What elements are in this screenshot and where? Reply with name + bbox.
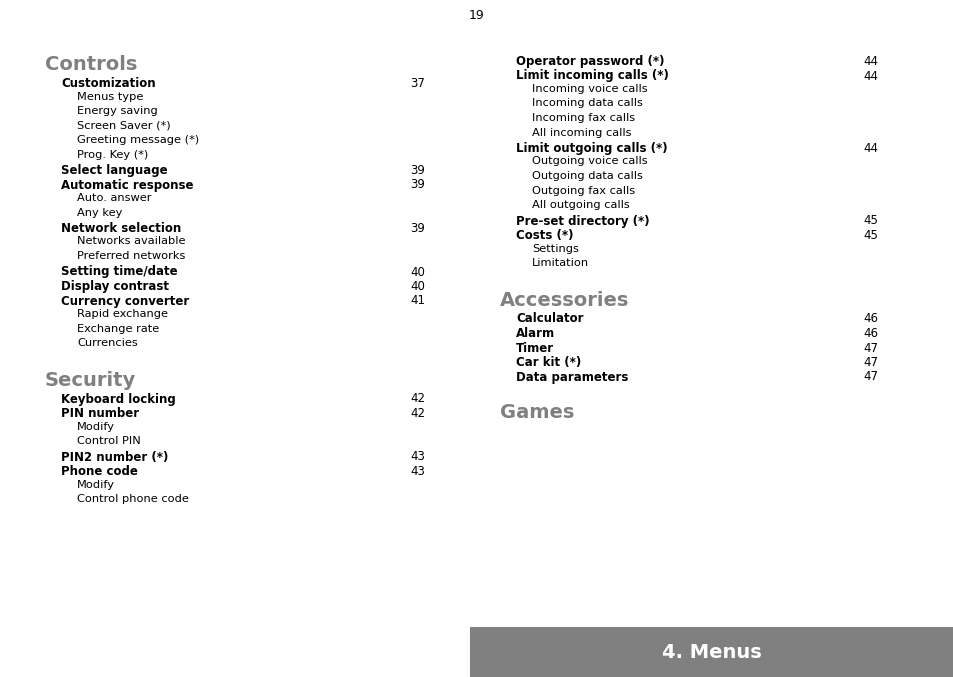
Text: Limit outgoing calls (*): Limit outgoing calls (*): [516, 142, 667, 155]
Text: Network selection: Network selection: [61, 222, 181, 235]
Text: 43: 43: [410, 450, 424, 464]
Text: Setting time/date: Setting time/date: [61, 265, 177, 278]
Text: 39: 39: [410, 179, 424, 192]
Text: Modify: Modify: [77, 422, 115, 431]
Text: Control phone code: Control phone code: [77, 494, 189, 504]
Text: 40: 40: [410, 280, 424, 293]
Text: 42: 42: [410, 393, 424, 406]
Text: Incoming data calls: Incoming data calls: [532, 98, 642, 108]
Text: Preferred networks: Preferred networks: [77, 251, 185, 261]
Text: Energy saving: Energy saving: [77, 106, 157, 116]
Text: Costs (*): Costs (*): [516, 229, 573, 242]
Text: Customization: Customization: [61, 77, 155, 90]
Text: Display contrast: Display contrast: [61, 280, 169, 293]
Text: All outgoing calls: All outgoing calls: [532, 200, 629, 210]
Text: Settings: Settings: [532, 244, 578, 253]
Text: Auto. answer: Auto. answer: [77, 193, 152, 203]
Text: 39: 39: [410, 164, 424, 177]
Text: Exchange rate: Exchange rate: [77, 324, 159, 334]
Text: Modify: Modify: [77, 479, 115, 489]
Text: Pre-set directory (*): Pre-set directory (*): [516, 215, 649, 227]
Text: 42: 42: [410, 407, 424, 420]
Text: Accessories: Accessories: [499, 290, 629, 309]
Text: PIN2 number (*): PIN2 number (*): [61, 450, 168, 464]
Text: Networks available: Networks available: [77, 236, 185, 246]
Text: 37: 37: [410, 77, 424, 90]
Text: Incoming fax calls: Incoming fax calls: [532, 113, 635, 123]
Text: Currencies: Currencies: [77, 338, 137, 348]
Text: Menus type: Menus type: [77, 91, 143, 102]
Text: 44: 44: [862, 142, 877, 155]
Text: Incoming voice calls: Incoming voice calls: [532, 84, 647, 94]
Text: Outgoing voice calls: Outgoing voice calls: [532, 156, 647, 167]
Text: Calculator: Calculator: [516, 313, 583, 326]
Text: Alarm: Alarm: [516, 327, 555, 340]
Text: 44: 44: [862, 55, 877, 68]
Text: Select language: Select language: [61, 164, 168, 177]
Text: Limit incoming calls (*): Limit incoming calls (*): [516, 70, 668, 83]
Text: Data parameters: Data parameters: [516, 370, 628, 383]
Text: 40: 40: [410, 265, 424, 278]
Text: Limitation: Limitation: [532, 258, 589, 268]
Text: Operator password (*): Operator password (*): [516, 55, 664, 68]
Text: Keyboard locking: Keyboard locking: [61, 393, 175, 406]
Text: Timer: Timer: [516, 341, 554, 355]
Text: Outgoing fax calls: Outgoing fax calls: [532, 185, 635, 196]
Text: 41: 41: [410, 294, 424, 307]
Text: Controls: Controls: [45, 55, 137, 74]
Text: 46: 46: [862, 313, 877, 326]
Text: 19: 19: [469, 9, 484, 22]
Text: Currency converter: Currency converter: [61, 294, 189, 307]
Text: 47: 47: [862, 341, 877, 355]
Text: PIN number: PIN number: [61, 407, 139, 420]
Text: Games: Games: [499, 403, 574, 422]
Text: All incoming calls: All incoming calls: [532, 127, 631, 137]
Text: Any key: Any key: [77, 207, 122, 217]
Text: 47: 47: [862, 370, 877, 383]
Text: 4. Menus: 4. Menus: [661, 642, 761, 661]
Text: 45: 45: [862, 215, 877, 227]
Text: Outgoing data calls: Outgoing data calls: [532, 171, 642, 181]
Text: Car kit (*): Car kit (*): [516, 356, 580, 369]
Bar: [470, 627, 953, 677]
Text: Security: Security: [45, 370, 136, 389]
Text: Control PIN: Control PIN: [77, 436, 141, 446]
Text: 46: 46: [862, 327, 877, 340]
Text: Phone code: Phone code: [61, 465, 138, 478]
Text: 43: 43: [410, 465, 424, 478]
Text: 39: 39: [410, 222, 424, 235]
Text: Automatic response: Automatic response: [61, 179, 193, 192]
Text: Screen Saver (*): Screen Saver (*): [77, 121, 171, 131]
Text: Greeting message (*): Greeting message (*): [77, 135, 199, 145]
Text: Prog. Key (*): Prog. Key (*): [77, 150, 148, 160]
Text: 47: 47: [862, 356, 877, 369]
Text: 44: 44: [862, 70, 877, 83]
Text: Rapid exchange: Rapid exchange: [77, 309, 168, 319]
Text: 45: 45: [862, 229, 877, 242]
